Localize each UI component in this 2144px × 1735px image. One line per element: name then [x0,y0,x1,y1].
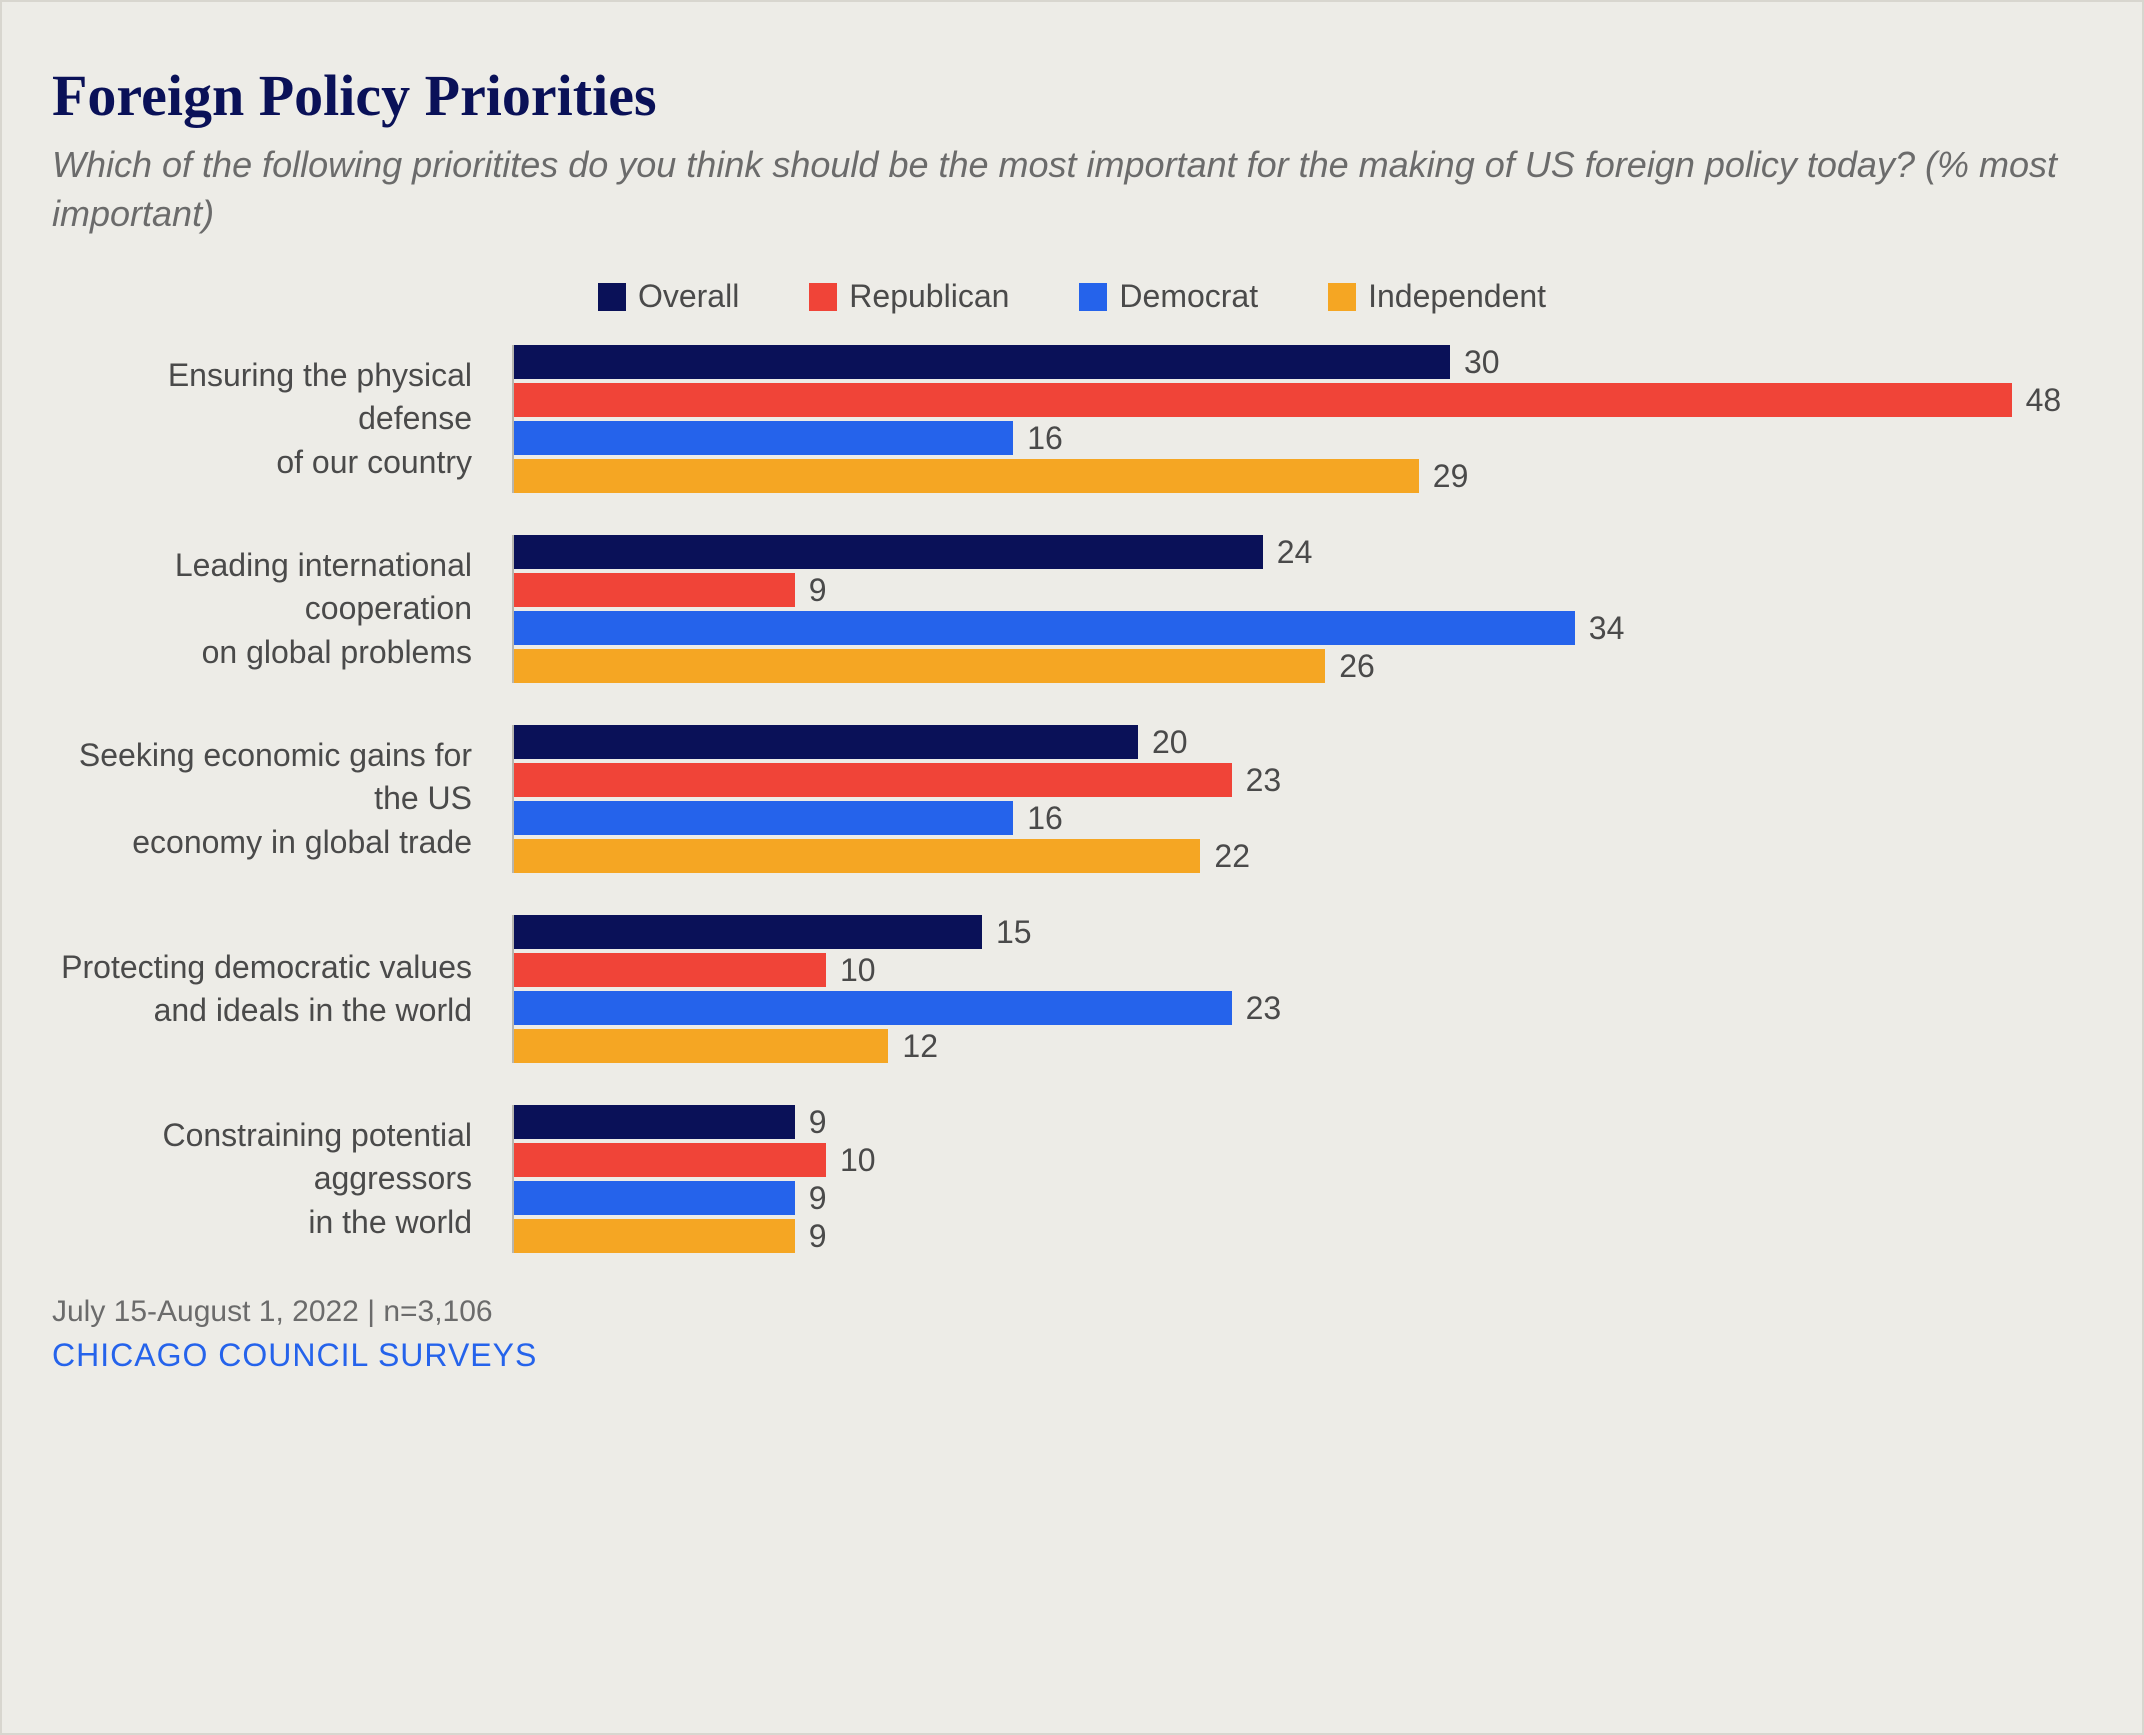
bars-container: 20 23 16 22 [512,725,2092,873]
legend-item: Overall [598,278,739,315]
bar-value-label: 12 [902,1028,938,1065]
bar-value-label: 22 [1214,838,1250,875]
category-label: Leading internationalcooperationon globa… [52,544,492,674]
bar [514,839,1200,873]
bar-row: 9 [514,573,2092,607]
bars-container: 30 48 16 29 [512,345,2092,493]
bar [514,1143,826,1177]
bar [514,1219,795,1253]
bar-value-label: 15 [996,914,1032,951]
bar-group: Ensuring the physicaldefenseof our count… [512,345,2092,493]
bar-row: 24 [514,535,2092,569]
bar [514,763,1232,797]
bar [514,1181,795,1215]
bar [514,953,826,987]
bar-value-label: 23 [1246,990,1282,1027]
legend: Overall Republican Democrat Independent [52,278,2092,315]
bar-row: 26 [514,649,2092,683]
bar-value-label: 9 [809,1104,827,1141]
bar-group: Seeking economic gains forthe USeconomy … [512,725,2092,873]
category-label: Protecting democratic valuesand ideals i… [52,946,492,1032]
footer-date: July 15-August 1, 2022 | n=3,106 [52,1295,2092,1329]
legend-swatch [598,283,626,311]
bar-value-label: 20 [1152,724,1188,761]
bar-row: 48 [514,383,2092,417]
bar-value-label: 34 [1589,610,1625,647]
bar-row: 20 [514,725,2092,759]
category-label: Seeking economic gains forthe USeconomy … [52,734,492,864]
bar [514,991,1232,1025]
bar [514,535,1263,569]
bar-row: 12 [514,1029,2092,1063]
source-label: CHICAGO COUNCIL SURVEYS [52,1337,2092,1374]
bars-container: 24 9 34 26 [512,535,2092,683]
bars-container: 15 10 23 12 [512,915,2092,1063]
bar-group: Leading internationalcooperationon globa… [512,535,2092,683]
category-label: Constraining potentialaggressorsin the w… [52,1114,492,1244]
bar-value-label: 16 [1027,800,1063,837]
chart-subtitle: Which of the following prioritites do yo… [52,141,2092,238]
legend-item: Democrat [1079,278,1258,315]
bar-row: 16 [514,421,2092,455]
bar [514,383,2012,417]
bar-group: Constraining potentialaggressorsin the w… [512,1105,2092,1253]
bar-value-label: 30 [1464,344,1500,381]
bar-value-label: 24 [1277,534,1313,571]
legend-swatch [1328,283,1356,311]
bar [514,649,1325,683]
legend-item: Republican [809,278,1009,315]
bar-value-label: 29 [1433,458,1469,495]
bar-row: 29 [514,459,2092,493]
category-label: Ensuring the physicaldefenseof our count… [52,354,492,484]
bar-row: 23 [514,763,2092,797]
bar-group: Protecting democratic valuesand ideals i… [512,915,2092,1063]
legend-item: Independent [1328,278,1546,315]
bar-row: 34 [514,611,2092,645]
legend-label: Independent [1368,278,1546,315]
bar-row: 16 [514,801,2092,835]
bar-chart: Ensuring the physicaldefenseof our count… [52,345,2092,1253]
bar-value-label: 9 [809,572,827,609]
bar-value-label: 9 [809,1180,827,1217]
bar-value-label: 23 [1246,762,1282,799]
bar-row: 9 [514,1181,2092,1215]
bar [514,459,1419,493]
bar-row: 23 [514,991,2092,1025]
bar [514,915,982,949]
bar-row: 10 [514,953,2092,987]
bar-row: 30 [514,345,2092,379]
bars-container: 91099 [512,1105,2092,1253]
chart-title: Foreign Policy Priorities [52,62,2092,129]
bar-row: 9 [514,1105,2092,1139]
bar-value-label: 10 [840,1142,876,1179]
bar-value-label: 26 [1339,648,1375,685]
bar [514,801,1013,835]
bar [514,345,1450,379]
bar [514,725,1138,759]
bar [514,1029,888,1063]
legend-swatch [809,283,837,311]
bar-row: 10 [514,1143,2092,1177]
bar-value-label: 48 [2026,382,2062,419]
legend-label: Overall [638,278,739,315]
bar-row: 22 [514,839,2092,873]
bar [514,611,1575,645]
bar [514,573,795,607]
legend-swatch [1079,283,1107,311]
bar-row: 9 [514,1219,2092,1253]
legend-label: Democrat [1119,278,1258,315]
bar-value-label: 9 [809,1218,827,1255]
bar [514,1105,795,1139]
bar-value-label: 10 [840,952,876,989]
bar-value-label: 16 [1027,420,1063,457]
legend-label: Republican [849,278,1009,315]
bar [514,421,1013,455]
bar-row: 15 [514,915,2092,949]
